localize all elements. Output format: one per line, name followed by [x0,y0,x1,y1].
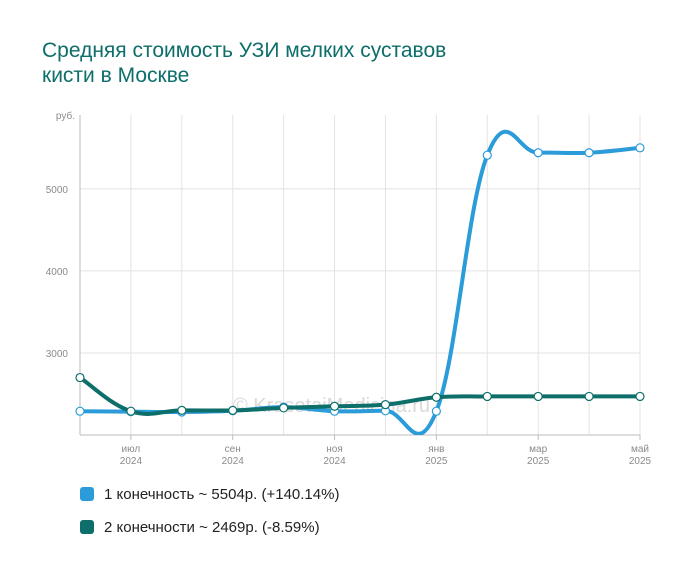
x-tick-label-year: 2024 [222,456,245,467]
x-tick-label-year: 2024 [323,456,346,467]
y-tick-label: 5000 [46,185,69,196]
legend-swatch-1 [80,487,94,501]
series-line-2 [78,375,642,416]
y-tick-label: 4000 [46,267,69,278]
legend: 1 конечность ~ 5504р. (+140.14%) 2 конеч… [80,484,339,550]
series-2-point [75,372,85,383]
y-axis-unit-label: руб. [56,110,75,122]
series-2-point [533,391,543,402]
x-tick-label-month: янв [428,444,444,455]
series-layer [78,129,642,435]
legend-item-2[interactable]: 2 конечности ~ 2469р. (-8.59%) [80,517,339,537]
grid [79,115,641,435]
series-1-point [75,406,85,416]
x-tick-label-month: мар [529,444,547,455]
series-1-point [482,150,492,160]
series-2-point [329,401,340,411]
x-tick-label-year: 2024 [120,456,143,467]
series-line-1 [78,129,642,435]
x-tick-label-year: 2025 [629,456,652,467]
series-1-point [431,406,441,416]
series-1-point [533,148,543,158]
x-tick-label-month: ноя [326,444,343,455]
legend-item-1[interactable]: 1 конечность ~ 5504р. (+140.14%) [80,484,339,504]
series-2-point [279,403,289,413]
legend-swatch-2 [80,520,94,534]
chart-title-line-2: кисти в Москве [42,64,190,87]
series-2-point [177,405,187,415]
legend-label-1: 1 конечность ~ 5504р. (+140.14%) [104,485,340,503]
series-2-point [482,391,492,402]
series-1-point [584,148,594,158]
series-2-point [380,400,391,410]
chart-title-line-1: Средняя стоимость УЗИ мелких суставов [42,39,447,62]
series-2-point [431,392,441,402]
series-2-point [126,406,136,416]
x-tick-label-month: сен [225,444,241,455]
series-1-point [635,143,645,153]
x-tick-label-month: май [631,444,649,455]
x-tick-label-year: 2025 [425,456,448,467]
series-2-point [228,405,238,415]
series-2-point [635,391,645,402]
chart-title: Средняя стоимость УЗИ мелких суставов ки… [42,38,562,88]
legend-label-2: 2 конечности ~ 2469р. (-8.59%) [104,518,320,536]
series-2-point [584,391,594,402]
x-tick-label-month: июл [122,444,141,455]
y-tick-label: 3000 [46,349,69,360]
points-layer [75,143,645,417]
axes: руб.300040005000июл2024сен2024ноя2024янв… [46,110,652,467]
x-tick-label-year: 2025 [527,456,550,467]
line-chart: руб.300040005000июл2024сен2024ноя2024янв… [46,110,652,467]
